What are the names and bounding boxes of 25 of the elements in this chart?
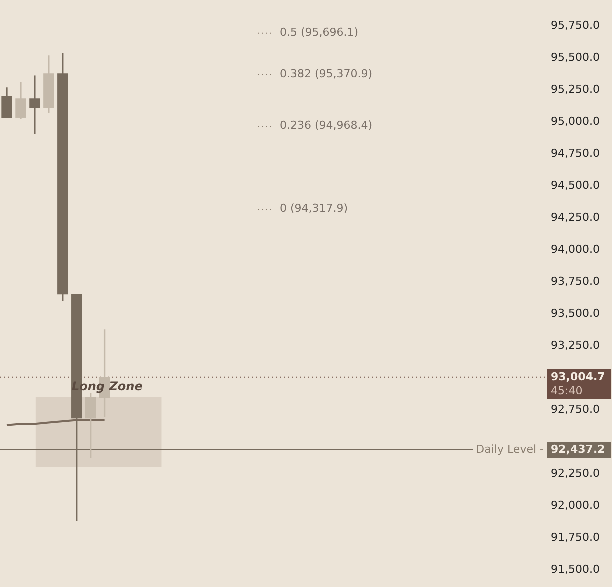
y-tick-label: 94,000.0	[551, 242, 600, 256]
y-tick-label: 95,250.0	[551, 82, 600, 96]
ref-line-label: 0.236 (94,968.4)	[280, 118, 373, 132]
ref-line-label: 0.5 (95,696.1)	[280, 26, 359, 39]
y-tick-label: 95,000.0	[551, 114, 600, 128]
y-tick-label: 92,750.0	[551, 402, 600, 416]
y-tick-label: 91,750.0	[551, 530, 600, 544]
y-tick-label: 94,250.0	[551, 210, 600, 224]
y-tick-label: 92,250.0	[551, 466, 600, 480]
y-tick-label: 95,500.0	[551, 50, 600, 64]
y-tick-label: 93,250.0	[551, 338, 600, 352]
y-tick-label: 95,750.0	[551, 18, 600, 32]
y-tick-label: 93,750.0	[551, 274, 600, 288]
y-tick-label: 93,500.0	[551, 306, 600, 320]
text: 45:40	[551, 384, 583, 398]
annotation: Daily Level -	[476, 442, 544, 456]
ref-line-label: 0.382 (95,370.9)	[280, 67, 373, 80]
ref-line-label: 92,437.2	[551, 442, 606, 456]
candlestick	[30, 76, 40, 134]
ref-line-label: 93,004.7	[551, 370, 606, 384]
y-tick-label: 94,500.0	[551, 178, 600, 192]
y-tick-label: 94,750.0	[551, 146, 600, 160]
y-tick-label: 91,500.0	[551, 562, 600, 576]
ref-line-label: 0 (94,317.9)	[280, 202, 348, 216]
y-tick-label: 92,000.0	[551, 498, 600, 512]
